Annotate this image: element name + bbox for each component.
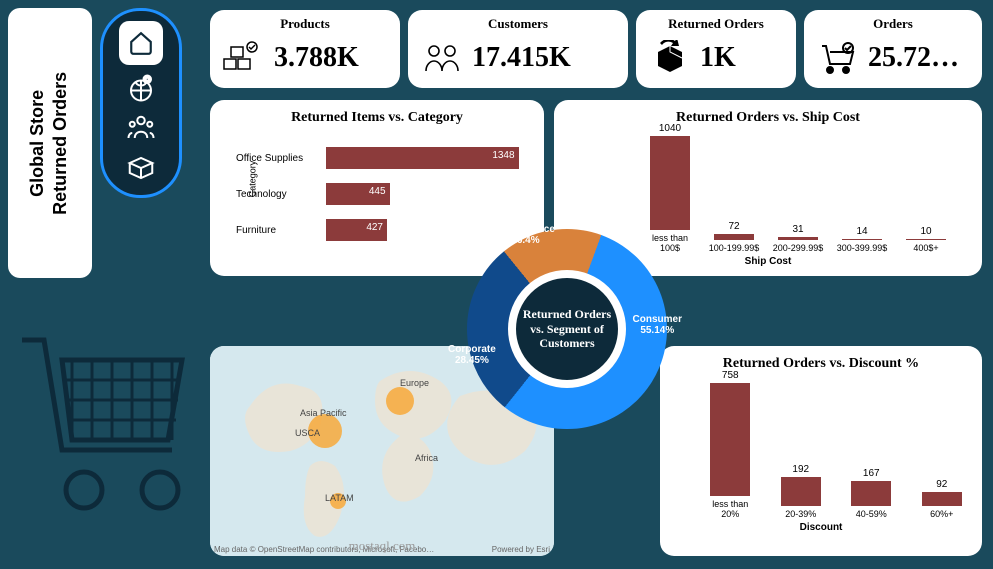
nav-home-button[interactable] — [119, 21, 163, 65]
kpi-value: 17.415K — [472, 42, 571, 74]
category-bar-row: Technology445 — [236, 176, 530, 212]
bar-label: 200-299.99$ — [773, 244, 824, 254]
title-line2: Returned Orders — [51, 71, 71, 214]
title-line1: Global Store — [28, 89, 48, 196]
column: 31 200-299.99$ — [771, 224, 825, 254]
bar: 427 — [326, 219, 387, 241]
bar-label: 400$+ — [913, 244, 938, 254]
nav-box-button[interactable] — [124, 151, 158, 185]
bar-label: 300-399.99$ — [837, 244, 888, 254]
bar-value: 758 — [722, 370, 739, 381]
map-region-label: Asia Pacific — [300, 408, 347, 418]
kpi-returned: Returned Orders 1K — [636, 10, 796, 88]
map-region-label: LATAM — [325, 493, 354, 503]
discount-chart-card: Returned Orders vs. Discount % 758less t… — [660, 346, 982, 556]
home-icon — [128, 30, 154, 56]
bar-value: 1348 — [492, 150, 514, 161]
returned-icon — [648, 38, 692, 78]
y-axis-label: Category — [247, 161, 257, 198]
map-region-label: Europe — [400, 378, 429, 388]
kpi-customers: Customers 17.415K — [408, 10, 628, 88]
bar — [714, 234, 754, 241]
column: 167 40-59% — [845, 468, 898, 520]
kpi-label: Products — [210, 16, 400, 32]
column: 10 400$+ — [899, 226, 953, 254]
bar — [778, 237, 818, 240]
nav-pill — [100, 8, 182, 198]
bar-value: 72 — [728, 221, 739, 232]
nav-people-button[interactable] — [124, 111, 158, 145]
bar: 445 — [326, 183, 390, 205]
bar — [781, 477, 821, 506]
globe-pin-icon — [126, 73, 156, 103]
bar — [922, 492, 962, 506]
column: 758 less than 20% — [704, 370, 757, 520]
donut-label-homeoffice: Home Office16.4% — [496, 224, 555, 246]
bar-value: 1040 — [659, 123, 681, 134]
bar-value: 14 — [856, 226, 867, 237]
bar-value: 31 — [792, 224, 803, 235]
bar-label: less than 20% — [704, 500, 757, 520]
kpi-value: 1K — [700, 42, 736, 74]
bar — [710, 383, 750, 497]
chart-title: Returned Orders vs. Ship Cost — [568, 110, 968, 126]
cart-illustration — [12, 320, 202, 530]
kpi-value: 3.788K — [274, 42, 359, 74]
category-bar-row: Office Supplies1348 — [236, 140, 530, 176]
map-powered: Powered by Esri — [492, 545, 550, 554]
box-icon — [126, 153, 156, 183]
bar-value: 192 — [792, 464, 809, 475]
column: 192 20-39% — [775, 464, 828, 520]
kpi-label: Orders — [804, 16, 982, 32]
kpi-orders: Orders 25.72… — [804, 10, 982, 88]
kpi-value: 25.72… — [868, 42, 959, 74]
bar — [906, 239, 946, 240]
title-card: Global Store Returned Orders — [8, 8, 92, 278]
bar-label: Furniture — [236, 225, 326, 236]
donut-title: Returned Orders vs. Segment of Customers — [508, 270, 626, 388]
bar-value: 167 — [863, 468, 880, 479]
bar-value: 10 — [920, 226, 931, 237]
x-axis-label: Discount — [674, 522, 968, 533]
bar — [851, 481, 891, 506]
donut-label-consumer: Consumer55.14% — [633, 314, 682, 336]
column: 92 60%+ — [916, 479, 969, 520]
watermark: mostaql.com — [349, 538, 416, 554]
map-bubble[interactable] — [386, 387, 414, 415]
bar-label: 20-39% — [785, 510, 816, 520]
products-icon — [222, 38, 266, 78]
bar-value: 445 — [369, 186, 386, 197]
map-region-label: Africa — [415, 453, 438, 463]
column: 14 300-399.99$ — [835, 226, 889, 254]
bar — [842, 239, 882, 240]
bar-value: 92 — [936, 479, 947, 490]
bar-label: 100-199.99$ — [709, 244, 760, 254]
customers-icon — [420, 38, 464, 78]
map-region-label: USCA — [295, 428, 320, 438]
bar-value: 427 — [366, 222, 383, 233]
chart-title: Returned Items vs. Category — [224, 110, 530, 126]
bar-label: 40-59% — [856, 510, 887, 520]
donut-chart: Returned Orders vs. Segment of Customers… — [460, 222, 674, 436]
kpi-label: Returned Orders — [636, 16, 796, 32]
people-icon — [126, 113, 156, 143]
nav-globe-button[interactable] — [124, 71, 158, 105]
donut-label-corporate: Corporate28.45% — [448, 344, 496, 366]
orders-icon — [816, 38, 860, 78]
kpi-label: Customers — [408, 16, 628, 32]
bar: 1348 — [326, 147, 519, 169]
bar — [650, 136, 690, 231]
bar-label: 60%+ — [930, 510, 953, 520]
column: 72 100-199.99$ — [707, 221, 761, 254]
kpi-products: Products 3.788K — [210, 10, 400, 88]
